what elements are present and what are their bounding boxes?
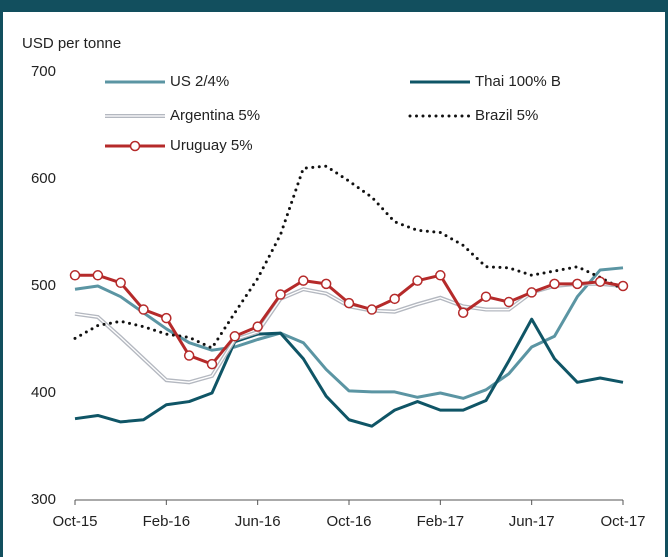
point [92,270,104,281]
point [115,277,126,289]
x-tick-label: Oct-15 [52,513,97,530]
point [503,296,515,308]
legend-label: Argentina 5% [170,107,260,124]
legend-label: US 2/4% [170,73,229,90]
x-tick-label: Jun-17 [509,513,555,530]
legend-marker [129,140,141,152]
point [343,297,355,309]
point [183,350,195,361]
point [594,276,606,287]
series-line [74,266,624,400]
point [457,307,469,318]
legend-label: Thai 100% B [475,73,561,90]
point [69,270,81,281]
point [526,287,537,298]
legend-label: Brazil 5% [475,107,538,124]
y-tick-label: 700 [31,63,56,80]
point [161,312,172,324]
point [572,278,583,290]
y-axis-label: USD per tonne [22,35,121,52]
point [435,270,446,281]
point [389,293,400,305]
series-line [74,317,624,428]
x-tick-label: Oct-17 [600,513,645,530]
y-tick-label: 500 [31,277,56,294]
point [617,280,629,292]
series-line [73,164,625,350]
point [366,304,378,315]
x-tick-label: Oct-16 [326,513,371,530]
point [480,291,492,302]
y-tick-label: 300 [31,491,56,508]
point [549,278,560,290]
point [320,278,332,290]
point [412,275,423,286]
point [206,358,218,370]
point [298,275,309,286]
y-tick-label: 400 [31,384,56,401]
point [138,304,149,315]
point [252,321,263,332]
legend-label: Uruguay 5% [170,137,253,154]
x-tick-label: Jun-16 [235,513,281,530]
x-tick-label: Feb-17 [417,513,465,530]
y-tick-label: 600 [31,170,56,187]
point [229,331,241,342]
x-tick-label: Feb-16 [143,513,191,530]
point [275,289,286,300]
